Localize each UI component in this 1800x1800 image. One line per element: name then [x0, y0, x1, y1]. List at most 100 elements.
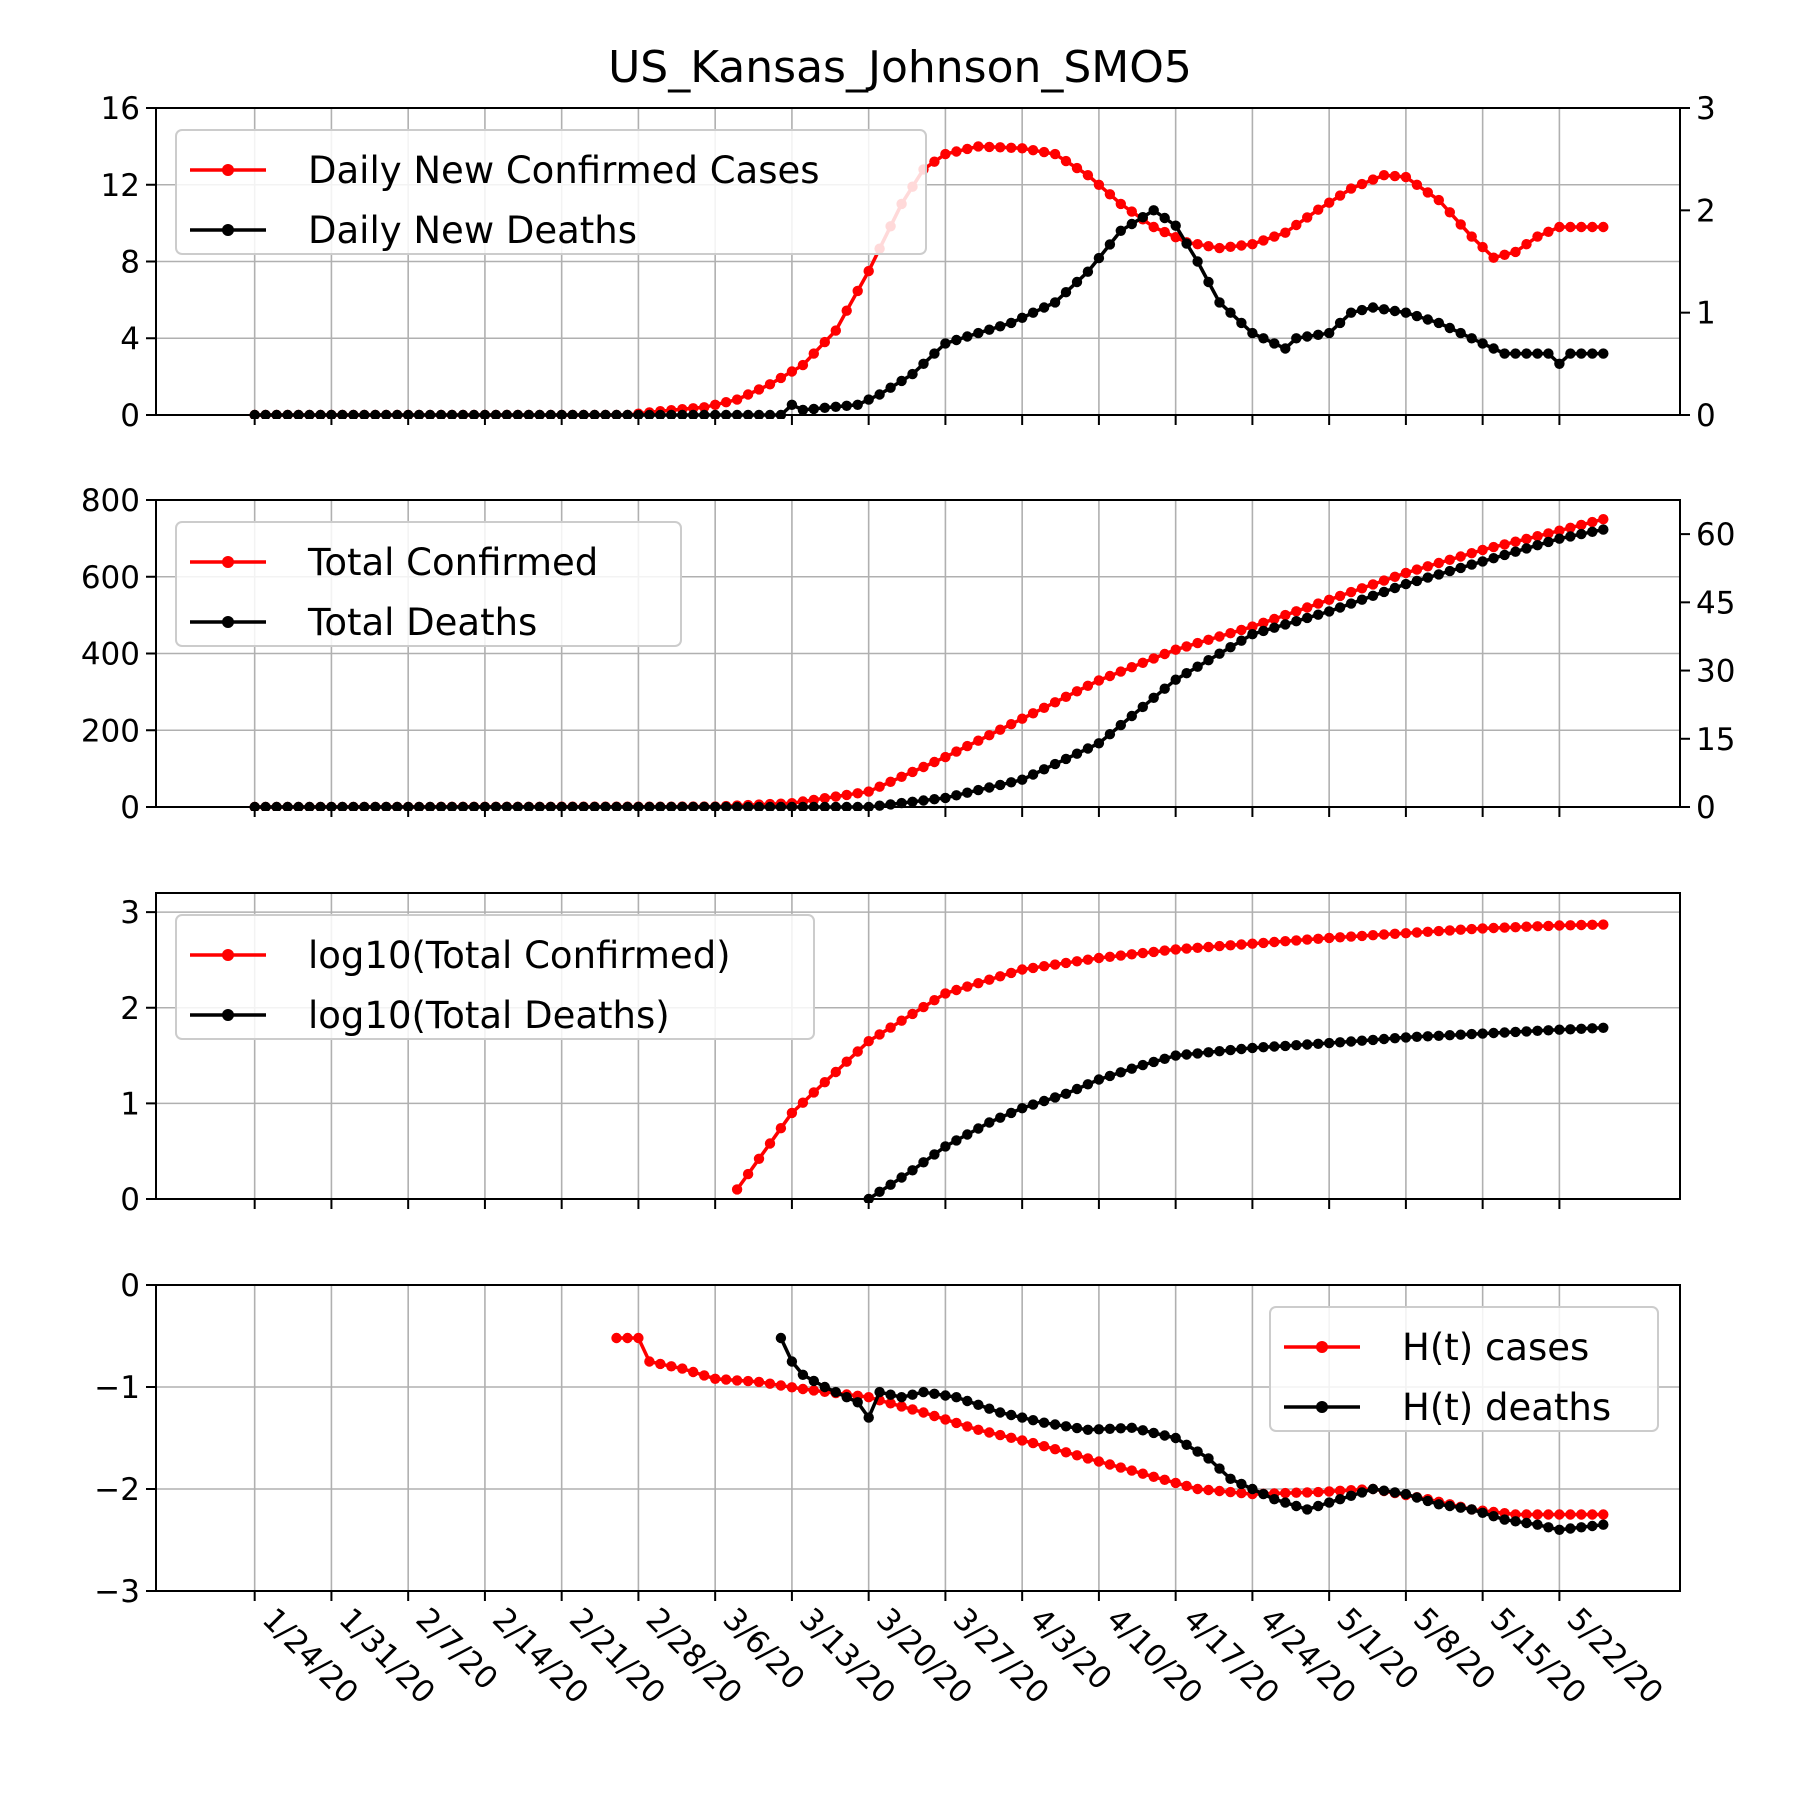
data-point	[1104, 729, 1116, 740]
data-point	[1345, 1036, 1357, 1047]
data-point	[1082, 1079, 1094, 1090]
data-point	[940, 1390, 951, 1401]
data-point	[1345, 598, 1357, 609]
data-point	[841, 789, 852, 801]
data-point	[753, 1376, 765, 1388]
data-point	[753, 1153, 765, 1165]
data-point	[863, 265, 874, 277]
data-point	[1543, 1025, 1554, 1036]
data-point	[1071, 1450, 1083, 1461]
data-point	[1324, 1037, 1335, 1049]
data-point	[896, 1401, 907, 1412]
data-point	[1225, 1044, 1236, 1056]
data-point	[1060, 957, 1072, 969]
data-point	[797, 1097, 809, 1108]
data-point	[1433, 569, 1445, 580]
data-point	[1444, 554, 1456, 565]
data-point	[1104, 1459, 1116, 1470]
data-point	[1225, 307, 1236, 318]
data-point	[1060, 753, 1072, 765]
data-point	[1017, 713, 1028, 724]
data-point	[896, 1015, 907, 1026]
data-point	[1181, 641, 1192, 652]
data-point	[874, 1029, 885, 1040]
data-point	[1466, 1028, 1477, 1040]
data-point	[786, 399, 798, 410]
data-point	[1258, 937, 1269, 949]
data-point	[720, 397, 732, 408]
data-point	[1378, 170, 1390, 181]
data-point	[962, 981, 973, 992]
series-2	[249, 524, 1609, 811]
data-point	[1291, 219, 1302, 231]
data-point	[973, 1424, 984, 1436]
data-point	[1137, 1059, 1149, 1071]
data-point	[973, 141, 984, 152]
data-point	[1444, 1500, 1456, 1512]
data-point	[896, 1392, 907, 1403]
data-point	[973, 1399, 984, 1411]
data-point	[1159, 945, 1170, 956]
data-point	[907, 796, 918, 807]
data-point	[1060, 691, 1072, 702]
data-point	[1258, 235, 1269, 246]
data-point	[819, 402, 830, 413]
y-tick-label: 200	[81, 713, 140, 749]
data-point	[1280, 936, 1291, 947]
legend-marker	[222, 1009, 234, 1021]
data-point	[1038, 961, 1050, 972]
data-point	[786, 1356, 798, 1367]
data-point	[1258, 625, 1269, 637]
data-point	[918, 1386, 929, 1398]
data-point	[688, 1366, 699, 1378]
data-point	[852, 788, 863, 799]
data-point	[929, 756, 940, 768]
data-point	[1291, 333, 1302, 344]
data-point	[1115, 198, 1127, 210]
data-point	[1203, 276, 1214, 288]
data-point	[1302, 934, 1313, 945]
data-point	[644, 1356, 655, 1367]
data-point	[984, 1117, 995, 1128]
data-point	[819, 1077, 830, 1088]
data-point	[940, 1414, 951, 1425]
data-point	[1532, 1509, 1543, 1520]
data-point	[1093, 952, 1105, 964]
data-point	[1324, 327, 1335, 339]
legend-box	[175, 521, 682, 647]
data-point	[1170, 1050, 1181, 1061]
data-point	[1049, 758, 1061, 770]
data-point	[918, 795, 929, 806]
data-point	[962, 740, 973, 752]
data-point	[1356, 594, 1368, 605]
data-point	[852, 399, 863, 410]
data-point	[699, 402, 710, 413]
data-point	[1433, 317, 1445, 329]
data-point	[1236, 624, 1247, 636]
data-point	[1466, 923, 1477, 935]
data-point	[1126, 1465, 1138, 1476]
data-point	[951, 1392, 962, 1403]
data-point	[1258, 1042, 1269, 1053]
data-point	[1159, 1053, 1170, 1065]
data-point	[1422, 561, 1434, 572]
data-point	[863, 1036, 874, 1047]
data-point	[1192, 239, 1203, 250]
data-point	[1027, 307, 1039, 318]
data-point	[1324, 606, 1335, 617]
data-point	[918, 1407, 929, 1418]
data-point	[1225, 1473, 1236, 1485]
data-point	[764, 1378, 776, 1389]
data-point	[1017, 143, 1028, 154]
legend: H(t) cases H(t) deaths	[1269, 1306, 1659, 1432]
data-point	[1400, 578, 1412, 590]
data-point	[1422, 187, 1434, 198]
data-point	[1554, 525, 1565, 536]
legend-marker	[222, 164, 234, 176]
data-point	[1093, 179, 1105, 190]
data-point	[1433, 1030, 1445, 1042]
data-point	[918, 761, 929, 773]
data-point	[1203, 1484, 1214, 1496]
data-point	[1587, 221, 1598, 233]
